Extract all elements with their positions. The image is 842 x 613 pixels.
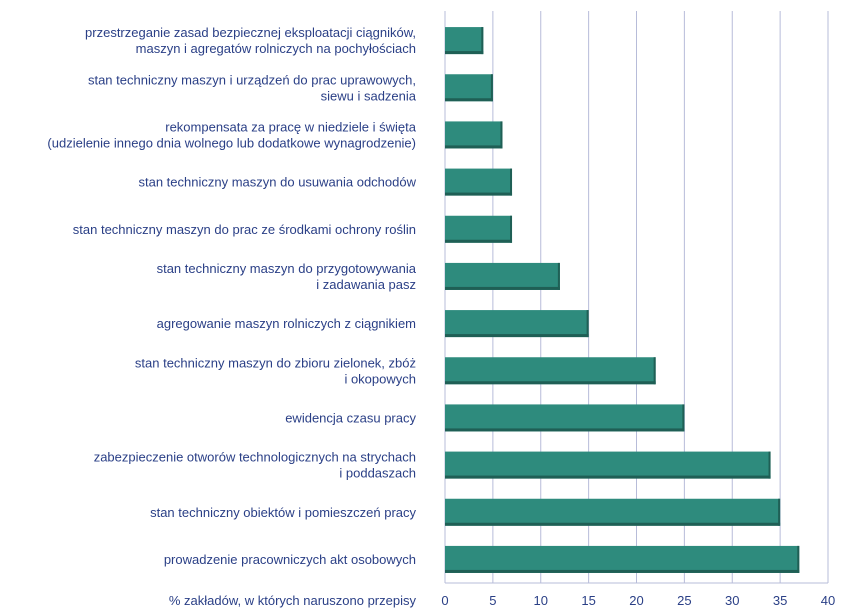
category-label-7: stan techniczny maszyn do zbioru zielone… <box>135 355 416 386</box>
category-label-line: stan techniczny maszyn i urządzeń do pra… <box>88 72 416 87</box>
category-label-8: ewidencja czasu pracy <box>285 410 416 425</box>
category-label-line: zabezpieczenie otworów technologicznych … <box>94 450 416 465</box>
bar-3 <box>445 168 513 196</box>
bar-shadow-7 <box>445 381 656 385</box>
bar-shadow-10 <box>445 522 781 526</box>
category-label-line: stan techniczny maszyn do zbioru zielone… <box>135 355 416 370</box>
bar-10 <box>445 498 781 526</box>
bar-edge-11 <box>797 545 800 573</box>
bar-9 <box>445 451 771 479</box>
category-label-0: przestrzeganie zasad bezpiecznej eksploa… <box>85 25 416 56</box>
bar-edge-9 <box>768 451 771 479</box>
bar-shadow-2 <box>445 145 503 149</box>
x-tick-labels: 0 5 10 15 20 25 30 35 40 <box>441 593 835 608</box>
bar-11 <box>445 545 800 573</box>
category-label-line: agregowanie maszyn rolniczych z ciągniki… <box>157 316 416 331</box>
bar-edge-8 <box>682 404 685 432</box>
bar-edge-4 <box>510 215 513 243</box>
category-label-line: maszyn i agregatów rolniczych na pochyło… <box>136 41 416 56</box>
bar-shadow-4 <box>445 239 513 243</box>
bar-shadow-3 <box>445 192 513 196</box>
category-label-line: stan techniczny maszyn do prac ze środka… <box>73 222 416 237</box>
category-label-4: stan techniczny maszyn do prac ze środka… <box>73 222 416 237</box>
category-label-line: siewu i sadzenia <box>321 88 417 103</box>
grid-lines <box>444 11 829 583</box>
x-tick-label-40: 40 <box>821 593 835 608</box>
category-label-line: stan techniczny obiektów i pomieszczeń p… <box>150 505 416 520</box>
category-label-2: rekompensata za pracę w niedziele i świę… <box>47 119 416 150</box>
bar-6 <box>445 310 589 338</box>
x-tick-label-0: 0 <box>441 593 448 608</box>
category-label-line: przestrzeganie zasad bezpiecznej eksploa… <box>85 25 416 40</box>
bar-5 <box>445 262 560 290</box>
x-tick-label-35: 35 <box>773 593 787 608</box>
x-tick-label-20: 20 <box>629 593 643 608</box>
bar-shadow-9 <box>445 475 771 479</box>
x-axis-label: % zakładów, w których naruszono przepisy <box>169 593 417 608</box>
bar-1 <box>445 74 493 102</box>
bar-edge-2 <box>500 121 503 149</box>
x-tick-label-5: 5 <box>489 593 496 608</box>
category-label-line: i okopowych <box>344 371 416 386</box>
category-label-line: rekompensata za pracę w niedziele i świę… <box>165 119 417 134</box>
bar-shadow-8 <box>445 428 685 432</box>
bar-edge-6 <box>586 310 589 338</box>
bar-shadow-0 <box>445 51 484 55</box>
x-tick-label-15: 15 <box>581 593 595 608</box>
bar-shadow-1 <box>445 98 493 102</box>
category-label-5: stan techniczny maszyn do przygotowywani… <box>157 261 417 292</box>
x-tick-label-25: 25 <box>677 593 691 608</box>
category-label-line: prowadzenie pracowniczych akt osobowych <box>164 552 416 567</box>
bar-shadow-6 <box>445 334 589 338</box>
category-label-line: i zadawania pasz <box>316 277 416 292</box>
category-label-line: (udzielenie innego dnia wolnego lub doda… <box>47 135 416 150</box>
bar-edge-7 <box>653 357 656 385</box>
bar-shadow-11 <box>445 569 800 573</box>
category-label-6: agregowanie maszyn rolniczych z ciągniki… <box>157 316 416 331</box>
bar-8 <box>445 404 685 432</box>
bar-shadow-5 <box>445 286 560 290</box>
category-label-11: prowadzenie pracowniczych akt osobowych <box>164 552 416 567</box>
bar-0 <box>445 27 484 55</box>
category-label-line: stan techniczny maszyn do przygotowywani… <box>157 261 417 276</box>
bar-edge-5 <box>557 262 560 290</box>
bar-4 <box>445 215 513 243</box>
category-label-line: i poddaszach <box>339 466 416 481</box>
bar-7 <box>445 357 656 385</box>
category-label-1: stan techniczny maszyn i urządzeń do pra… <box>88 72 417 103</box>
bars <box>445 27 800 573</box>
x-tick-label-10: 10 <box>534 593 548 608</box>
category-label-line: stan techniczny maszyn do usuwania odcho… <box>139 175 417 190</box>
bar-2 <box>445 121 503 149</box>
category-labels: przestrzeganie zasad bezpiecznej eksploa… <box>47 25 416 567</box>
bar-edge-1 <box>490 74 493 102</box>
category-label-9: zabezpieczenie otworów technologicznych … <box>94 450 416 481</box>
category-label-line: ewidencja czasu pracy <box>285 410 416 425</box>
x-tick-label-30: 30 <box>725 593 739 608</box>
category-label-10: stan techniczny obiektów i pomieszczeń p… <box>150 505 416 520</box>
category-label-3: stan techniczny maszyn do usuwania odcho… <box>139 175 417 190</box>
bar-edge-10 <box>778 498 781 526</box>
bar-edge-0 <box>481 27 484 55</box>
bar-edge-3 <box>510 168 513 196</box>
